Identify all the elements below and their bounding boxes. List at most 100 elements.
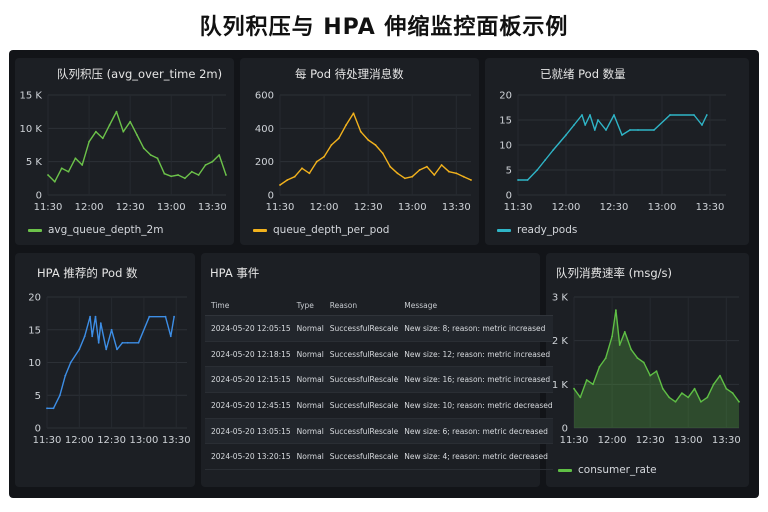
table-row[interactable]: 2024-05-20 12:45:15 Normal SuccessfulRes… xyxy=(205,392,553,419)
event-time: 2024-05-20 13:20:15 xyxy=(205,443,291,471)
panel-hpa-recommend[interactable] xyxy=(15,253,195,487)
data-point xyxy=(110,328,113,331)
column-header-reason[interactable]: Reason xyxy=(323,295,399,316)
data-point xyxy=(470,179,472,181)
data-point xyxy=(47,174,49,176)
data-point xyxy=(706,396,709,399)
data-point xyxy=(97,341,100,344)
y-tick-label: 5 xyxy=(506,166,512,177)
data-point xyxy=(440,164,443,166)
data-point xyxy=(345,124,347,126)
panel-title: 队列消费速率 (msg/s) xyxy=(556,266,672,280)
data-point xyxy=(101,137,104,140)
page-title: 队列积压与 HPA 伸缩监控面板示例 xyxy=(199,15,569,40)
y-tick-label: 10 xyxy=(499,141,512,152)
chart-hpa-recommend[interactable]: 0 5 10 15 20 11:30 12:00 12:30 13:00 13:30 xyxy=(15,253,195,487)
data-point xyxy=(122,130,125,133)
x-tick-label: 12:30 xyxy=(116,202,145,213)
x-tick-label: 12:30 xyxy=(354,202,383,213)
series-area xyxy=(574,310,739,428)
legend-consumer-rate[interactable]: consumer_rate xyxy=(558,464,657,476)
data-point xyxy=(170,175,173,178)
data-point xyxy=(67,170,70,173)
data-point xyxy=(64,374,67,377)
data-point xyxy=(91,335,94,338)
data-point xyxy=(701,124,703,126)
data-point xyxy=(618,344,621,346)
table-row[interactable]: 2024-05-20 13:05:15 Normal SuccessfulRes… xyxy=(205,418,553,445)
column-header-type[interactable]: Type xyxy=(290,295,324,316)
event-type: Normal xyxy=(290,341,324,368)
data-point xyxy=(367,139,370,141)
event-type: Normal xyxy=(290,443,324,471)
data-point xyxy=(712,383,715,386)
data-point xyxy=(389,165,392,168)
data-point xyxy=(615,309,617,311)
x-tick-label: 12:00 xyxy=(598,435,627,446)
event-reason: SuccessfulRescale xyxy=(323,418,399,445)
chart-per-pod[interactable]: 0 200 400 600 11:30 12:00 12:30 13:00 13:30 xyxy=(240,58,479,245)
data-point xyxy=(197,174,200,176)
data-point xyxy=(621,134,623,136)
column-header-message[interactable]: Message xyxy=(398,295,553,316)
y-tick-label: 20 xyxy=(28,293,41,304)
event-reason: SuccessfulRescale xyxy=(323,366,399,394)
legend-per-pod[interactable]: queue_depth_per_pod xyxy=(253,224,389,236)
data-point xyxy=(604,357,607,359)
data-point xyxy=(611,335,613,338)
x-tick-label: 11:30 xyxy=(504,202,533,213)
y-tick-label: 20 xyxy=(499,91,512,102)
panel-ready-pods[interactable] xyxy=(485,58,749,245)
data-point xyxy=(655,370,658,373)
column-header-time[interactable]: Time xyxy=(205,295,291,316)
table-row[interactable]: 2024-05-20 12:18:15 Normal SuccessfulRes… xyxy=(205,341,553,368)
table-row[interactable]: 2024-05-20 12:15:15 Normal SuccessfulRes… xyxy=(205,366,553,394)
data-point xyxy=(669,114,671,116)
legend-backlog[interactable]: avg_queue_depth_2m xyxy=(28,224,163,236)
event-reason: SuccessfulRescale xyxy=(323,315,399,342)
panel-backlog[interactable] xyxy=(15,58,234,245)
data-point xyxy=(705,114,708,116)
data-point xyxy=(204,164,207,166)
series-line xyxy=(279,112,472,186)
chart-consumer-rate[interactable]: 0 1 K 2 K 3 K 11:30 12:00 12:30 13:00 13:30 xyxy=(546,253,749,487)
event-type: Normal xyxy=(290,315,324,342)
data-point xyxy=(552,149,555,151)
event-time: 2024-05-20 13:05:15 xyxy=(205,418,291,445)
data-point xyxy=(211,160,214,163)
data-point xyxy=(637,129,639,131)
data-point xyxy=(630,348,632,351)
event-type: Normal xyxy=(290,366,324,394)
data-point xyxy=(597,119,599,121)
data-point xyxy=(53,180,56,183)
chart-backlog[interactable]: 0 5 K 10 K 15 K 11:30 12:00 12:30 13:00 13:30 xyxy=(15,58,234,245)
data-point xyxy=(46,407,48,410)
x-tick-label: 12:00 xyxy=(75,202,104,213)
table-row[interactable]: 2024-05-20 12:05:15 Normal SuccessfulRes… xyxy=(205,315,553,342)
data-point xyxy=(286,179,289,181)
x-tick-label: 13:30 xyxy=(696,202,725,213)
y-tick-label: 0 xyxy=(35,424,41,435)
data-point xyxy=(448,170,450,173)
legend-ready-pods[interactable]: ready_pods xyxy=(497,224,577,236)
legend-label: avg_queue_depth_2m xyxy=(48,224,164,236)
y-tick-label: 15 xyxy=(28,325,41,336)
x-tick-label: 11:30 xyxy=(33,435,62,446)
data-point xyxy=(218,154,221,156)
data-point xyxy=(177,174,180,176)
data-point xyxy=(636,357,639,359)
data-point xyxy=(719,374,721,377)
data-point xyxy=(433,174,436,176)
data-point xyxy=(173,315,176,318)
legend-label: consumer_rate xyxy=(578,464,657,476)
table-row[interactable]: 2024-05-20 13:20:15 Normal SuccessfulRes… xyxy=(205,443,553,471)
data-point xyxy=(544,159,547,161)
data-point xyxy=(738,400,740,403)
y-tick-label: 0 xyxy=(268,191,274,202)
x-tick-label: 11:30 xyxy=(266,202,295,213)
chart-ready-pods[interactable]: 0 5 10 15 20 11:30 12:00 12:30 13:00 13:30 xyxy=(485,58,749,245)
data-point xyxy=(169,335,172,338)
data-point xyxy=(526,179,529,181)
data-point xyxy=(301,167,303,170)
data-point xyxy=(642,361,645,364)
